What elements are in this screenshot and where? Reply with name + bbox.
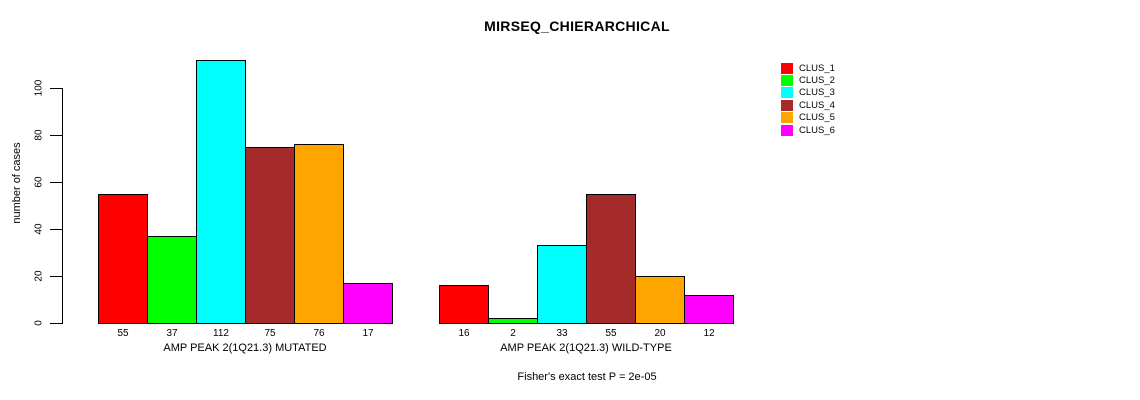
legend-swatch-icon [781,99,793,111]
legend-swatch-icon [781,62,793,74]
y-tick [50,182,62,183]
y-tick-label: 0 [33,320,45,326]
legend-label: CLUS_1 [799,62,835,74]
legend-item-clus_3: CLUS_3 [781,87,835,99]
legend-label: CLUS_2 [799,75,835,87]
legend-label: CLUS_5 [799,112,835,124]
bar-value-label: 2 [510,328,516,339]
bar-clus_4-group2 [586,194,636,324]
bar-value-label: 55 [117,328,129,339]
legend-label: CLUS_6 [799,124,835,136]
bar-value-label: 12 [703,328,715,339]
legend-swatch-icon [781,112,793,124]
bar-clus_3-group1 [196,60,246,324]
bar-value-label: 76 [313,328,325,339]
legend-item-clus_6: CLUS_6 [781,124,835,136]
y-tick [50,276,62,277]
legend-label: CLUS_4 [799,99,835,111]
bar-clus_3-group2 [537,245,587,324]
legend-swatch-icon [781,75,793,87]
legend-item-clus_5: CLUS_5 [781,112,835,124]
bar-value-label: 37 [166,328,178,339]
bar-value-label: 16 [458,328,470,339]
y-tick [50,229,62,230]
y-tick-label: 80 [33,129,45,141]
y-tick [50,323,62,324]
bar-clus_6-group1 [343,283,393,324]
y-tick [50,135,62,136]
bar-value-label: 55 [605,328,617,339]
bar-value-label: 33 [556,328,568,339]
legend-swatch-icon [781,87,793,99]
annotation-text: Fisher's exact test P = 2e-05 [517,371,657,383]
bar-clus_5-group1 [294,144,344,324]
y-tick-label: 40 [33,223,45,235]
bar-clus_6-group2 [684,295,734,324]
group-label: AMP PEAK 2(1Q21.3) MUTATED [163,342,327,354]
y-tick-label: 60 [33,176,45,188]
y-tick-label: 20 [33,270,45,282]
y-tick-label: 100 [33,79,45,97]
bar-clus_4-group1 [245,147,295,324]
bar-clus_1-group2 [439,285,489,324]
y-axis-line [62,88,63,324]
bar-clus_1-group1 [98,194,148,324]
legend-label: CLUS_3 [799,87,835,99]
legend-swatch-icon [781,124,793,136]
legend: CLUS_1 CLUS_2 CLUS_3 CLUS_4 CLUS_5 CLUS_6 [781,62,835,136]
legend-item-clus_2: CLUS_2 [781,74,835,87]
bar-clus_2-group2 [488,318,538,324]
legend-item-clus_1: CLUS_1 [781,62,835,74]
bar-value-label: 112 [213,328,229,339]
bar-clus_5-group2 [635,276,685,324]
bar-value-label: 20 [654,328,666,339]
legend-item-clus_4: CLUS_4 [781,99,835,111]
bar-clus_2-group1 [147,236,197,324]
group-label: AMP PEAK 2(1Q21.3) WILD-TYPE [500,342,672,354]
y-tick [50,88,62,89]
bar-value-label: 17 [362,328,374,339]
chart-title: MIRSEQ_CHIERARCHICAL [484,18,670,34]
bar-value-label: 75 [264,328,276,339]
